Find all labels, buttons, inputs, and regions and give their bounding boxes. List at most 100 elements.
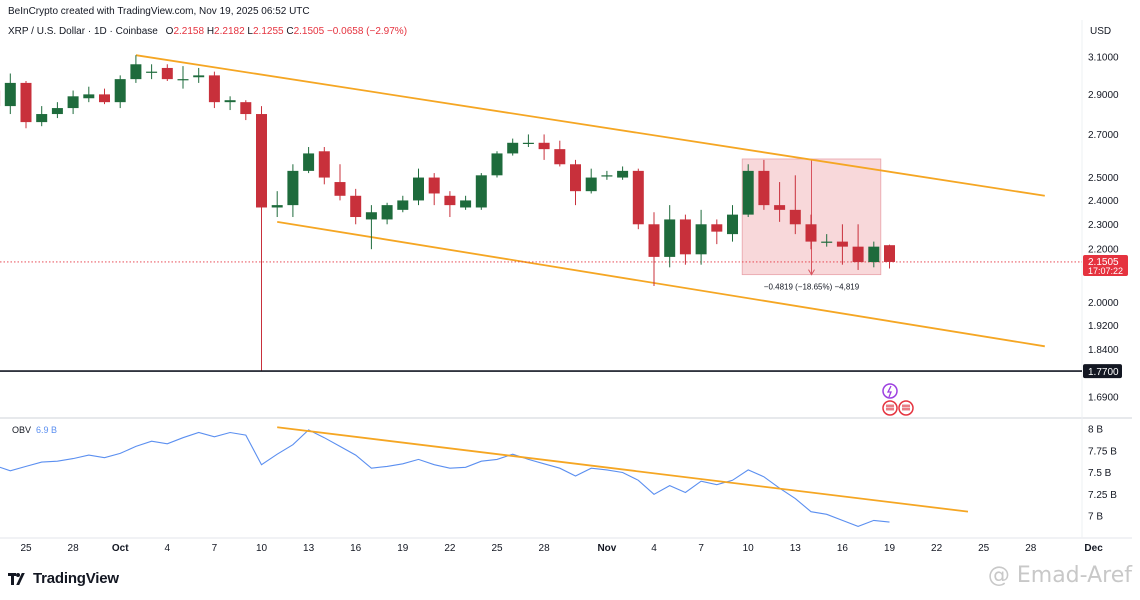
time-tick-label: 4 (651, 543, 657, 554)
price-tick-label: 2.2000 (1088, 245, 1119, 256)
time-tick-label: 4 (165, 543, 171, 554)
candle-body (130, 64, 142, 80)
candle-body (224, 100, 236, 103)
time-axis: 25 28 Oct 4 7 10 13 16 19 22 25 28 Nov 4 7 10 13 16 19 22 25… (20, 543, 1103, 554)
time-tick-label: 13 (790, 543, 802, 554)
candle-body (397, 200, 409, 210)
lightning-glyph-icon (886, 385, 892, 398)
candle-body (868, 246, 880, 263)
candle-body (428, 177, 440, 194)
price-tick-label: 2.9000 (1088, 90, 1119, 101)
candle-body (727, 214, 738, 235)
tradingview-logo-icon (8, 573, 28, 586)
time-tick-label: 28 (1025, 543, 1037, 554)
currency-label: USD (1090, 26, 1112, 37)
candle-body (4, 82, 16, 107)
candle-body (695, 224, 707, 255)
time-tick-label: 13 (303, 543, 315, 554)
candle-body (805, 224, 817, 242)
low-value: 2.1255 (252, 26, 284, 37)
candle-body (208, 75, 220, 103)
candle-body (51, 108, 63, 115)
candle-body (365, 212, 377, 220)
candle-body (742, 170, 754, 215)
current-price-value: 2.1505 (1088, 257, 1119, 268)
time-tick-label: 19 (884, 543, 896, 554)
price-tick-label: 1.9200 (1088, 321, 1119, 332)
obv-label: OBV (12, 425, 31, 435)
candle-body (601, 175, 613, 177)
measure-label: −0.4819 (−18.65%) −4,819 (764, 283, 860, 292)
us-flag-glyph-icon (902, 404, 910, 411)
time-tick-label: 25 (491, 543, 503, 554)
candle-body (774, 205, 786, 210)
candle-body (491, 153, 503, 176)
candle-body (146, 71, 158, 73)
candle-body (821, 241, 833, 243)
candlestick-series (0, 55, 1082, 372)
lightning-event-icon (882, 383, 898, 399)
time-tick-label: Nov (597, 543, 616, 554)
open-label: O (165, 26, 174, 37)
candle-body (318, 151, 330, 178)
symbol-header: XRP / U.S. Dollar · 1D · Coinbase O2.215… (8, 26, 407, 37)
candle-body (177, 79, 189, 81)
candle-body (287, 170, 299, 206)
time-tick-label: 22 (931, 543, 943, 554)
candle-countdown: 17:07:22 (1088, 266, 1123, 276)
candle-body (83, 94, 95, 99)
time-tick-label: 10 (256, 543, 268, 554)
candle-body (475, 175, 487, 208)
tradingview-logo[interactable]: TradingView (8, 570, 119, 587)
candle-body (570, 164, 581, 192)
candle-body (617, 170, 629, 178)
time-tick-label: 28 (68, 543, 80, 554)
candle-body (381, 205, 393, 220)
price-tick-label: 1.8400 (1088, 345, 1119, 356)
candle-body (679, 219, 691, 255)
time-tick-label: 19 (397, 543, 409, 554)
obv-tick-label: 7 B (1088, 512, 1103, 523)
price-tick-label: 3.1000 (1088, 53, 1119, 64)
price-axis: 3.1000 2.9000 2.7000 2.5000 2.4000 2.3000 2.20… (1083, 53, 1128, 404)
obv-tick-label: 8 B (1088, 425, 1103, 436)
high-value: 2.2182 (214, 26, 245, 37)
candle-body (256, 114, 267, 208)
candle-body (711, 224, 723, 232)
time-tick-label: 25 (978, 543, 990, 554)
low-label: L (247, 26, 253, 37)
candle-body (413, 177, 424, 201)
price-tick-label: 2.0000 (1088, 298, 1119, 309)
candle-body (884, 245, 895, 262)
obv-line (0, 429, 890, 527)
channel-lower-line (277, 220, 1045, 348)
candle-body (240, 102, 252, 115)
time-tick-label: 10 (743, 543, 755, 554)
candle-body (852, 246, 864, 263)
support-price-tag (1083, 364, 1122, 379)
candle-body (67, 96, 79, 109)
candle-body (193, 75, 205, 78)
tradingview-logo-text: TradingView (33, 570, 119, 587)
close-label: C (286, 26, 294, 37)
candle-body (507, 142, 519, 154)
price-tick-label: 2.5000 (1088, 173, 1119, 184)
candle-body (664, 219, 676, 257)
price-tick-label: 2.4000 (1088, 196, 1119, 207)
close-value: 2.1505 (293, 26, 325, 37)
candle-body (648, 224, 660, 257)
candle-body (585, 177, 597, 192)
candle-body (36, 114, 48, 123)
candle-body (460, 200, 472, 208)
high-label: H (206, 26, 215, 37)
price-tick-label: 1.6900 (1088, 393, 1119, 404)
time-tick-label: Oct (112, 543, 129, 554)
candle-body (632, 170, 644, 225)
created-by-text: BeInCrypto created with TradingView.com,… (8, 6, 310, 17)
event-markers (882, 383, 914, 416)
time-tick-label: 7 (212, 543, 218, 554)
time-tick-label: 22 (444, 543, 456, 554)
candle-body (99, 94, 110, 103)
obv-panel: OBV 6.9 B 8 B 7.75 B 7.5 B 7.25 B 7 B (0, 425, 1117, 527)
